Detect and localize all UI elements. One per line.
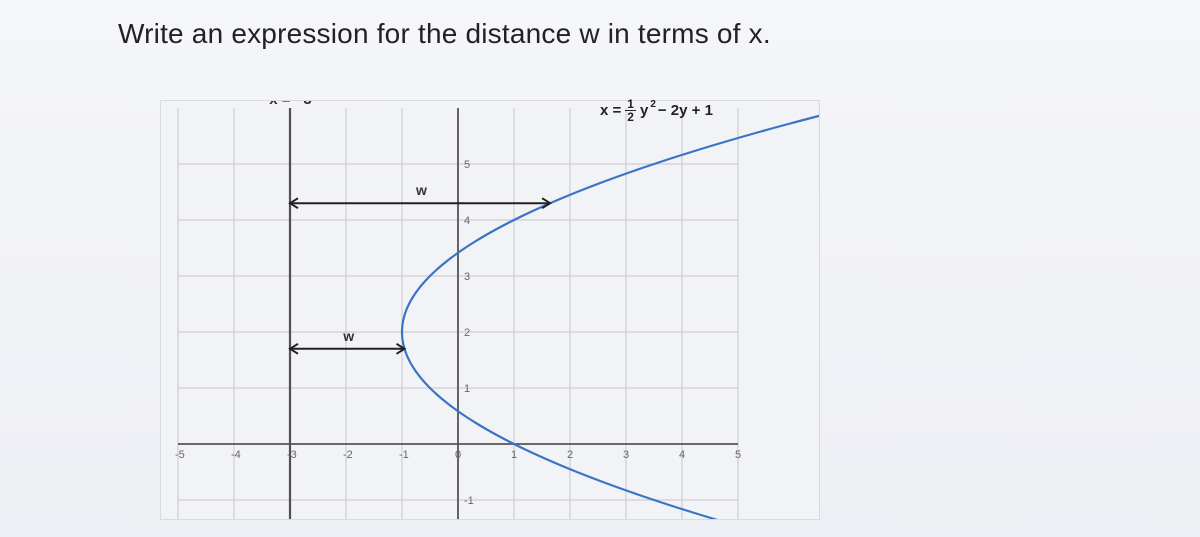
y-tick-label: 5 — [464, 159, 470, 171]
eq-lhs: x = — [600, 102, 621, 119]
x-tick-label: 5 — [735, 449, 741, 461]
eq-sup: 2 — [650, 99, 656, 110]
vertical-line-label: x = −3 — [269, 100, 312, 108]
eq-tail: − 2y + 1 — [658, 102, 713, 119]
x-tick-label: 3 — [623, 449, 629, 461]
w-label: w — [342, 328, 354, 344]
y-tick-label: 2 — [464, 327, 470, 339]
x-tick-label: -5 — [175, 449, 185, 461]
w-label: w — [415, 182, 427, 198]
parabola-equation-label: x = 1 2 y2 − 2y + 1 — [600, 98, 713, 123]
x-tick-label: 1 — [511, 449, 517, 461]
x-tick-label: 4 — [679, 449, 685, 461]
y-tick-label: -1 — [464, 495, 474, 507]
y-tick-label: 4 — [464, 215, 470, 227]
x-tick-label: -4 — [231, 449, 241, 461]
y-tick-label: 3 — [464, 271, 470, 283]
fraction-half: 1 2 — [625, 98, 636, 123]
page: Write an expression for the distance w i… — [0, 0, 1200, 537]
y-tick-label: 1 — [464, 383, 470, 395]
graph-container: 0 1 2 3 4 5 -5 -4 -3 -2 -1 1 2 3 4 5 -1 x = −3 w w x = 1 2 … — [160, 100, 820, 520]
graph-svg: 0 1 2 3 4 5 -5 -4 -3 -2 -1 1 2 3 4 5 -1 x = −3 w w — [160, 100, 820, 520]
eq-y: y — [640, 102, 648, 119]
fraction-den: 2 — [625, 111, 636, 123]
x-tick-label: -3 — [287, 449, 297, 461]
question-text: Write an expression for the distance w i… — [118, 18, 771, 50]
x-tick-label: -1 — [399, 449, 409, 461]
plot-background — [160, 100, 820, 520]
x-tick-label: 0 — [455, 449, 461, 461]
x-tick-label: 2 — [567, 449, 573, 461]
x-tick-label: -2 — [343, 449, 353, 461]
